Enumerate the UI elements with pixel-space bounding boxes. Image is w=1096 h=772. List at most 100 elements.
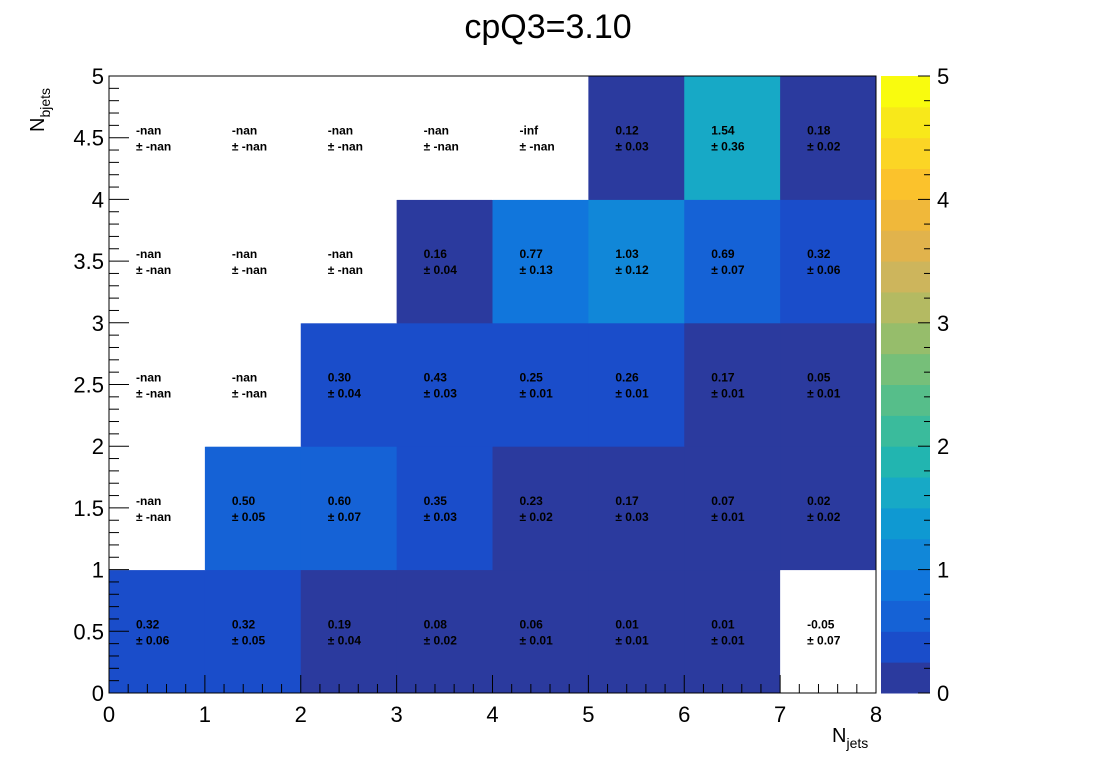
y-tick-label: 3.5	[73, 249, 104, 274]
y-axis-title: Nbjets	[27, 88, 53, 132]
cell-value-label: 0.26	[615, 371, 639, 385]
heatmap-cell	[684, 446, 781, 571]
cell-error-label: ± 0.01	[520, 633, 554, 647]
y-tick-label: 4	[92, 187, 104, 212]
color-scale-band	[881, 106, 930, 139]
color-scale-band	[881, 569, 930, 601]
x-tick-label: 8	[870, 702, 882, 727]
cell-value-label: 0.08	[424, 617, 448, 631]
cell-value-label: -nan	[136, 247, 161, 261]
cell-error-label: ± -nan	[232, 140, 267, 154]
cell-error-label: ± 0.01	[711, 387, 745, 401]
y-axis-title-sub: bjets	[37, 88, 53, 118]
y-tick-label: 4.5	[73, 126, 104, 151]
cell-error-label: ± 0.01	[711, 510, 745, 524]
color-scale-band	[881, 631, 930, 663]
heatmap-cell	[588, 199, 685, 324]
cell-value-label: -nan	[136, 494, 161, 508]
color-scale-label: 5	[937, 64, 949, 89]
heatmap-cell	[204, 569, 302, 694]
cell-error-label: ± 0.02	[807, 140, 841, 154]
heatmap-cell	[492, 199, 589, 324]
cell-value-label: 0.43	[424, 371, 448, 385]
cell-error-label: ± -nan	[136, 263, 171, 277]
plot-frame	[108, 75, 877, 694]
heatmap-cell	[300, 569, 398, 694]
heatmap-cell	[204, 76, 302, 200]
color-scale-band	[881, 415, 930, 447]
color-scale-band	[881, 662, 930, 694]
cell-error-label: ± 0.02	[807, 510, 841, 524]
cell-error-label: ± -nan	[136, 510, 171, 524]
cell-value-label: 0.12	[615, 124, 639, 138]
x-tick-label: 3	[391, 702, 403, 727]
cell-error-label: ± -nan	[232, 263, 267, 277]
cell-error-label: ± 0.05	[232, 510, 266, 524]
cell-value-label: 0.01	[711, 617, 735, 631]
heatmap-cell	[588, 322, 685, 447]
y-tick-label: 2.5	[73, 373, 104, 398]
cell-error-label: ± 0.07	[711, 263, 745, 277]
color-scale-label: 0	[937, 681, 949, 706]
cell-value-label: -nan	[136, 371, 161, 385]
cell-value-label: 0.69	[711, 247, 735, 261]
cell-labels: 0.32 ± 0.06 0.32 ± 0.05 0.19 ± 0.04 0.08 ± 0.02…	[136, 124, 841, 648]
cell-error-label: ± 0.01	[711, 633, 745, 647]
color-scale: 0 1 2 3 4 5	[881, 64, 949, 706]
cell-error-label: ± -nan	[328, 140, 363, 154]
cell-value-label: 0.06	[520, 617, 544, 631]
heatmap-cell	[492, 446, 589, 571]
cell-value-label: 0.35	[424, 494, 448, 508]
cell-value-label: 0.17	[615, 494, 639, 508]
cell-error-label: ± 0.01	[615, 387, 649, 401]
cell-error-label: ± 0.02	[424, 633, 458, 647]
y-tick-label: 1	[92, 558, 104, 583]
cell-error-label: ± 0.07	[328, 510, 362, 524]
cell-value-label: -nan	[424, 124, 449, 138]
cell-error-label: ± 0.02	[520, 510, 554, 524]
cell-error-label: ± 0.04	[328, 387, 362, 401]
heatmap-cell	[300, 76, 398, 200]
cell-value-label: -inf	[520, 124, 540, 138]
heatmap-cell	[684, 322, 781, 447]
cell-error-label: ± 0.13	[520, 263, 554, 277]
color-scale-label: 3	[937, 311, 949, 336]
y-tick-label: 3	[92, 311, 104, 336]
cell-value-label: 0.32	[232, 617, 256, 631]
heatmap-cells	[109, 76, 877, 694]
cell-value-label: 0.07	[711, 494, 735, 508]
cell-error-label: ± 0.04	[328, 633, 362, 647]
cell-value-label: 0.77	[520, 247, 544, 261]
cell-error-label: ± 0.07	[807, 633, 841, 647]
cell-error-label: ± -nan	[328, 263, 363, 277]
y-tick-label: 2	[92, 434, 104, 459]
heatmap-cell	[300, 322, 398, 447]
cell-value-label: -nan	[328, 124, 353, 138]
heatmap-cell	[780, 199, 877, 324]
heatmap-cell	[204, 322, 302, 447]
color-scale-band	[881, 600, 930, 632]
heatmap-cell	[300, 199, 398, 324]
x-tick-label: 5	[582, 702, 594, 727]
y-tick-label: 0	[92, 681, 104, 706]
cell-error-label: ± 0.04	[424, 263, 458, 277]
cell-error-label: ± -nan	[424, 140, 459, 154]
cell-error-label: ± 0.06	[136, 633, 170, 647]
cell-value-label: 1.54	[711, 124, 735, 138]
heatmap-cell	[588, 446, 685, 571]
heatmap-cell	[588, 76, 685, 200]
heatmap-cell	[204, 199, 302, 324]
cell-value-label: -nan	[136, 124, 161, 138]
cell-value-label: 0.32	[136, 617, 160, 631]
cell-value-label: -nan	[232, 371, 257, 385]
cell-value-label: 0.05	[807, 371, 831, 385]
cell-error-label: ± -nan	[520, 140, 555, 154]
heatmap-cell	[780, 322, 877, 447]
color-scale-band	[881, 507, 930, 540]
cell-value-label: 0.60	[328, 494, 352, 508]
cell-error-label: ± 0.01	[807, 387, 841, 401]
cell-error-label: ± 0.03	[615, 510, 649, 524]
cell-error-label: ± 0.03	[615, 140, 649, 154]
y-axis-title-main: N	[27, 118, 49, 132]
cell-value-label: -0.05	[807, 617, 835, 631]
